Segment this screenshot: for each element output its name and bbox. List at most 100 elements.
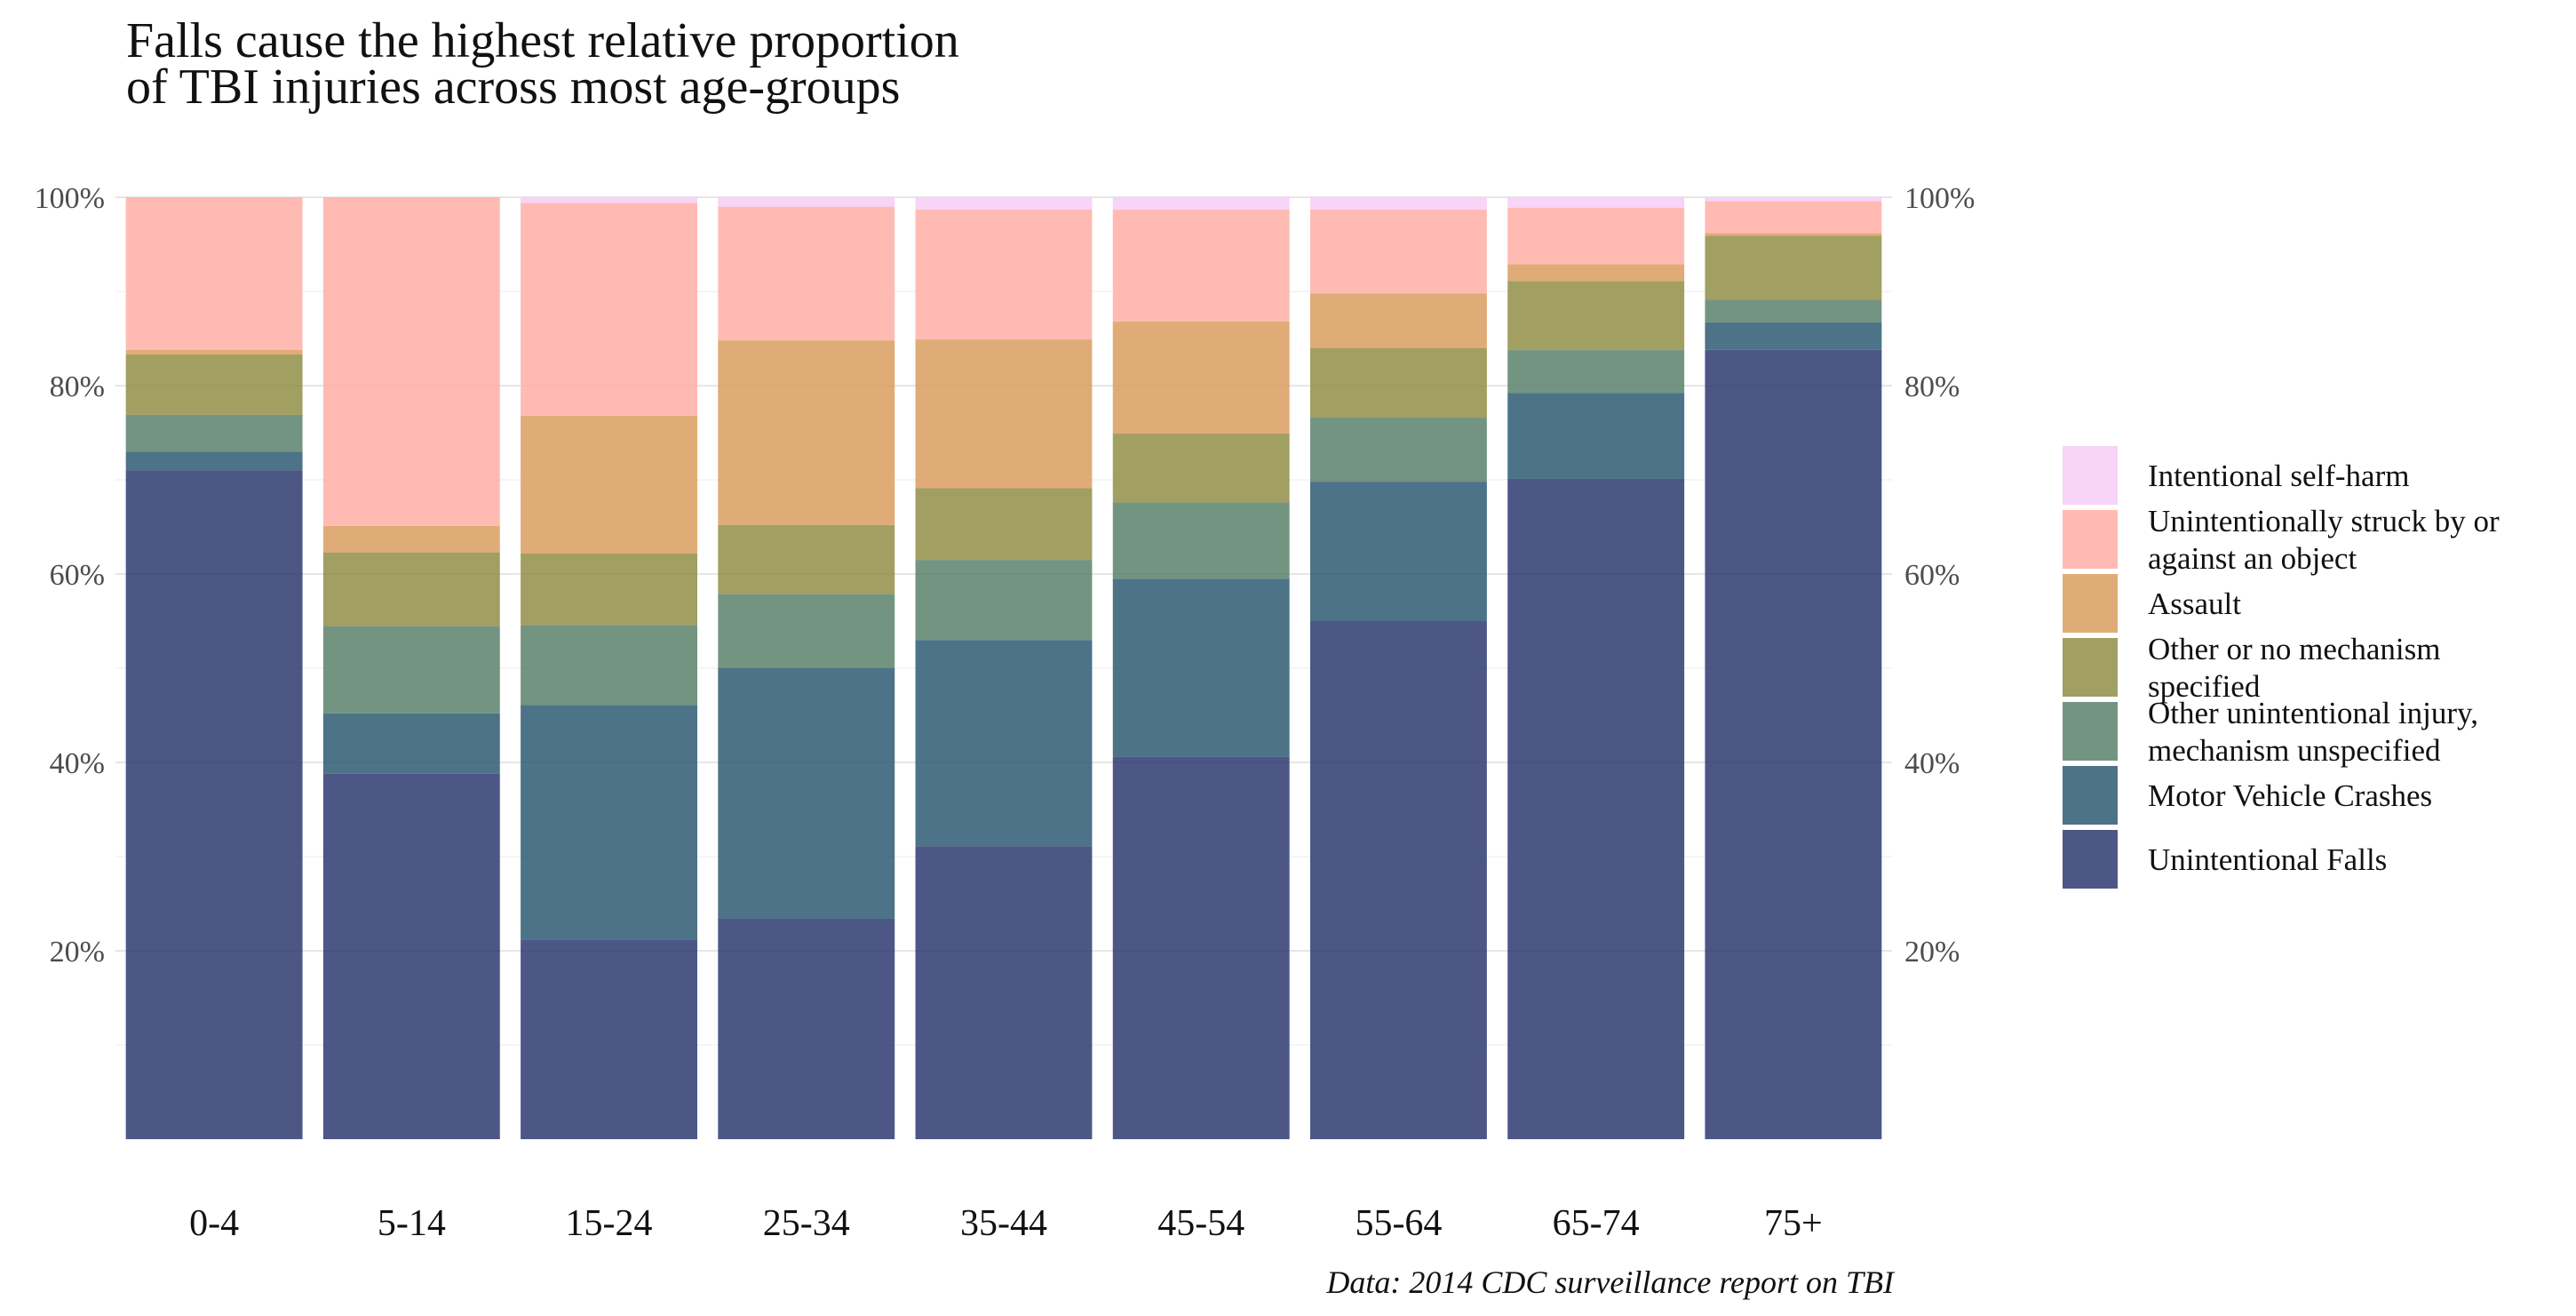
bar-segment bbox=[521, 553, 697, 626]
bar-segment bbox=[718, 918, 895, 1139]
y-tick-label-left: 60% bbox=[50, 559, 105, 592]
bar-segment bbox=[718, 340, 895, 525]
legend-key bbox=[2063, 766, 2118, 825]
bar-segment bbox=[125, 355, 303, 415]
bar-segment bbox=[1507, 207, 1685, 265]
bar-segment bbox=[915, 339, 1093, 489]
bar-segment bbox=[322, 713, 500, 774]
bar-segment bbox=[915, 846, 1093, 1139]
y-tick-label-right: 40% bbox=[1904, 747, 1960, 780]
bar-segment bbox=[1310, 347, 1487, 419]
bar-segment bbox=[125, 451, 303, 471]
bar-segment bbox=[1507, 264, 1685, 282]
bar-segment bbox=[125, 349, 303, 355]
x-category-label: 35-44 bbox=[960, 1203, 1047, 1244]
y-tick-label-left: 40% bbox=[50, 747, 105, 780]
bar-segment bbox=[1112, 209, 1290, 322]
legend: Intentional self-harm Unintentionally str… bbox=[2063, 446, 2500, 889]
bar-segment bbox=[322, 552, 500, 626]
bar-segment bbox=[718, 197, 895, 207]
legend-label: Unintentional Falls bbox=[2148, 842, 2387, 877]
x-category-label: 15-24 bbox=[566, 1203, 653, 1244]
x-category-label: 25-34 bbox=[763, 1203, 850, 1244]
bar-segment bbox=[1705, 201, 1882, 234]
bar-segment bbox=[1507, 281, 1685, 350]
bar-segment bbox=[1310, 621, 1487, 1139]
legend-key bbox=[2063, 830, 2118, 889]
legend-key bbox=[2063, 574, 2118, 633]
bar-segment bbox=[1112, 502, 1290, 579]
bar-segment bbox=[718, 668, 895, 919]
chart-title: Falls cause the highest relative proport… bbox=[126, 13, 959, 115]
chart-title-line: of TBI injuries across most age-groups bbox=[126, 60, 900, 115]
legend-key bbox=[2063, 446, 2118, 505]
bar-segment bbox=[521, 705, 697, 940]
bar-segment bbox=[1705, 299, 1882, 323]
bar-segment bbox=[915, 640, 1093, 847]
legend-label: Motor Vehicle Crashes bbox=[2148, 778, 2432, 813]
y-tick-label-left: 80% bbox=[50, 371, 105, 403]
bar-segment bbox=[1112, 197, 1290, 210]
legend-key bbox=[2063, 510, 2118, 569]
bar-segment bbox=[521, 939, 697, 1139]
y-tick-label-left: 100% bbox=[35, 182, 105, 215]
bar-segment bbox=[322, 197, 500, 526]
legend-label: Unintentionally struck by or against an o… bbox=[2148, 504, 2500, 576]
bar-segment bbox=[1112, 756, 1290, 1139]
bar-segment bbox=[125, 414, 303, 452]
bar-segment bbox=[521, 415, 697, 554]
bar-segment bbox=[1507, 478, 1685, 1139]
bar-segment bbox=[718, 524, 895, 594]
x-category-label: 0-4 bbox=[189, 1203, 239, 1244]
y-tick-label-right: 100% bbox=[1904, 182, 1975, 215]
x-category-label: 65-74 bbox=[1553, 1203, 1640, 1244]
bar-segment bbox=[322, 626, 500, 714]
bar-segment bbox=[1310, 418, 1487, 483]
bar-segment bbox=[915, 560, 1093, 641]
x-category-label: 45-54 bbox=[1157, 1203, 1244, 1244]
x-category-label: 5-14 bbox=[378, 1203, 446, 1244]
y-tick-label-right: 80% bbox=[1904, 371, 1960, 403]
bar-segment bbox=[915, 488, 1093, 561]
bar-segment bbox=[718, 206, 895, 341]
bar-segment bbox=[125, 197, 303, 350]
bar-segment bbox=[1705, 197, 1882, 202]
legend-label: Other unintentional injury, mechanism uns… bbox=[2148, 696, 2478, 768]
bar-segment bbox=[718, 594, 895, 668]
bar-segment bbox=[1705, 322, 1882, 350]
bar-segment bbox=[1112, 434, 1290, 503]
chart-title-line: Falls cause the highest relative proport… bbox=[126, 13, 959, 68]
bar-segment bbox=[1507, 197, 1685, 208]
bar-segment bbox=[1705, 235, 1882, 300]
x-category-label: 55-64 bbox=[1355, 1203, 1442, 1244]
bar-segment bbox=[1310, 197, 1487, 210]
y-tick-label-right: 60% bbox=[1904, 559, 1960, 592]
legend-label: Assault bbox=[2148, 586, 2241, 621]
y-tick-label-left: 20% bbox=[50, 936, 105, 969]
bar-segment bbox=[322, 773, 500, 1139]
axis-ticks: 20% 20% 40% 40% 60% 60% 80% 80% 100% 100% bbox=[35, 182, 1976, 969]
bars bbox=[125, 197, 1882, 1140]
legend-key bbox=[2063, 638, 2118, 697]
bar-segment bbox=[521, 197, 697, 203]
bar-segment bbox=[1310, 209, 1487, 294]
legend-label: Other or no mechanism specified bbox=[2148, 632, 2441, 704]
category-labels: 0-4 5-14 15-24 25-34 35-44 45-54 55-64 65-74 75+ bbox=[189, 1203, 1823, 1244]
bar-segment bbox=[1507, 393, 1685, 479]
y-tick-label-right: 20% bbox=[1904, 936, 1960, 969]
legend-label: Intentional self-harm bbox=[2148, 459, 2409, 493]
bar-segment bbox=[521, 203, 697, 416]
chart-caption: Data: 2014 CDC surveillance report on TB… bbox=[1325, 1264, 1896, 1300]
bar-segment bbox=[521, 625, 697, 706]
bar-segment bbox=[1112, 578, 1290, 757]
legend-key bbox=[2063, 702, 2118, 761]
bar-segment bbox=[1310, 482, 1487, 621]
bar-segment bbox=[915, 197, 1093, 210]
bar-segment bbox=[1507, 349, 1685, 394]
bar-segment bbox=[1705, 349, 1882, 1140]
bar-segment bbox=[915, 209, 1093, 340]
x-category-label: 75+ bbox=[1764, 1203, 1823, 1244]
bar-segment bbox=[1705, 233, 1882, 236]
bar-segment bbox=[322, 525, 500, 553]
